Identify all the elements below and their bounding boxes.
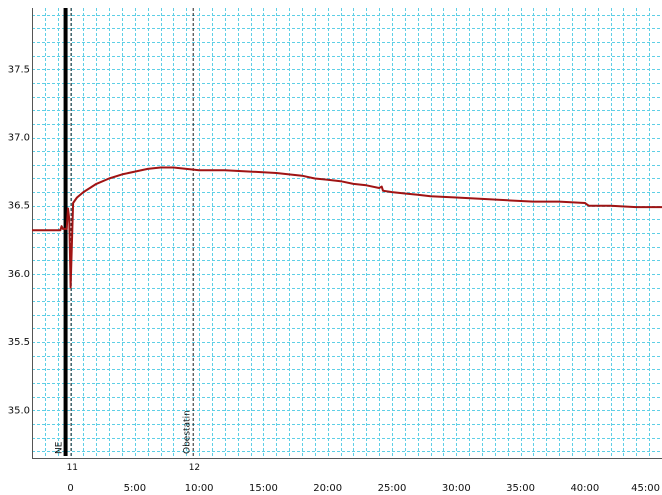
x-tick-label: 15:00 — [249, 483, 278, 494]
x-tick-label: 20:00 — [313, 483, 342, 494]
x-tick-label: 10:00 — [185, 483, 214, 494]
x-tick-label: 25:00 — [378, 483, 407, 494]
x-tick-label: 0 — [67, 483, 73, 494]
x-tick-label: 45:00 — [631, 483, 660, 494]
x-tick-label: 5:00 — [124, 483, 146, 494]
y-tick-label: 35.0 — [8, 405, 30, 416]
y-tick-label: 37.5 — [8, 64, 30, 75]
event-bar-ne — [63, 8, 68, 456]
y-tick-label: 36.5 — [8, 201, 30, 212]
event-marker-number: 11 — [67, 463, 78, 473]
y-tick-label: 36.0 — [8, 269, 30, 280]
x-tick-label: 40:00 — [570, 483, 599, 494]
event-marker-number: 12 — [189, 463, 200, 473]
x-tick-label: 35:00 — [506, 483, 535, 494]
event-marker-label: NE — [55, 441, 65, 454]
event-marker-label: Obestatin — [183, 410, 193, 454]
y-tick-label: 35.5 — [8, 337, 30, 348]
temperature-series-line — [32, 166, 662, 289]
x-tick-label: 30:00 — [442, 483, 471, 494]
y-tick-label: 37.0 — [8, 133, 30, 144]
